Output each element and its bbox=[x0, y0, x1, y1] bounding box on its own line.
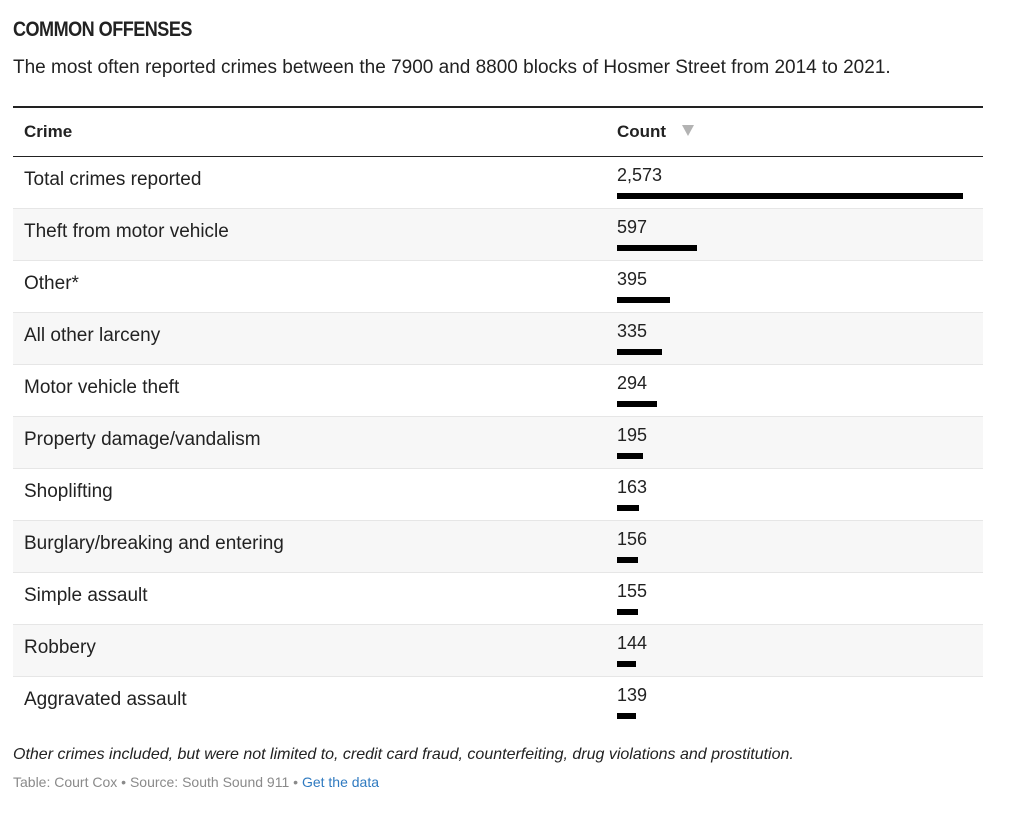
count-cell: 395 bbox=[617, 269, 977, 309]
column-header-crime[interactable]: Crime bbox=[24, 122, 73, 141]
count-value: 335 bbox=[617, 321, 648, 341]
table-row: Burglary/breaking and entering 156 bbox=[13, 521, 983, 573]
table-row: Motor vehicle theft 294 bbox=[13, 365, 983, 417]
count-cell: 2,573 bbox=[617, 165, 977, 205]
crime-label: Motor vehicle theft bbox=[24, 377, 180, 398]
count-cell: 597 bbox=[617, 217, 977, 257]
count-value: 395 bbox=[617, 269, 648, 289]
offenses-table: Crime Count Total crimes reported 2,573 Th… bbox=[13, 106, 983, 728]
count-bar bbox=[617, 401, 657, 407]
count-bar bbox=[617, 193, 963, 199]
count-value: 144 bbox=[617, 633, 648, 653]
count-bar bbox=[617, 661, 636, 667]
count-cell: 163 bbox=[617, 477, 977, 517]
table-row: All other larceny 335 bbox=[13, 313, 983, 365]
footnote: Other crimes included, but were not limi… bbox=[13, 746, 794, 763]
count-cell: 139 bbox=[617, 685, 977, 725]
table-row: Robbery 144 bbox=[13, 625, 983, 677]
count-value: 195 bbox=[617, 425, 648, 445]
crime-label: Other* bbox=[24, 273, 79, 294]
count-bar bbox=[617, 505, 639, 511]
count-bar bbox=[617, 557, 638, 563]
crime-label: Property damage/vandalism bbox=[24, 429, 261, 450]
crime-label: Shoplifting bbox=[24, 481, 113, 502]
chart-kicker-title: COMMON OFFENSES bbox=[13, 18, 192, 41]
count-value: 163 bbox=[617, 477, 648, 497]
count-cell: 335 bbox=[617, 321, 977, 361]
crime-label: Total crimes reported bbox=[24, 169, 202, 190]
count-value: 155 bbox=[617, 581, 648, 601]
table-row: Property damage/vandalism 195 bbox=[13, 417, 983, 469]
count-cell: 155 bbox=[617, 581, 977, 621]
crime-label: All other larceny bbox=[24, 325, 161, 346]
crime-label: Theft from motor vehicle bbox=[24, 221, 229, 242]
crime-label: Robbery bbox=[24, 637, 96, 658]
count-bar bbox=[617, 297, 670, 303]
count-value: 156 bbox=[617, 529, 648, 549]
table-body: Total crimes reported 2,573 Theft from mot… bbox=[13, 157, 983, 728]
chart-subtitle: The most often reported crimes between t… bbox=[13, 57, 891, 78]
crime-label: Burglary/breaking and entering bbox=[24, 533, 284, 554]
count-bar bbox=[617, 349, 662, 355]
crime-label: Aggravated assault bbox=[24, 689, 187, 710]
table-row: Total crimes reported 2,573 bbox=[13, 157, 983, 209]
column-header-count[interactable]: Count bbox=[617, 122, 667, 141]
count-bar bbox=[617, 609, 638, 615]
crime-label: Simple assault bbox=[24, 585, 148, 606]
count-cell: 294 bbox=[617, 373, 977, 413]
credit-text: Table: Court Cox • Source: South Sound 9… bbox=[13, 774, 302, 790]
table-header: Crime Count bbox=[13, 108, 983, 157]
credit-line: Table: Court Cox • Source: South Sound 9… bbox=[13, 774, 379, 790]
table-row: Aggravated assault 139 bbox=[13, 677, 983, 728]
table-row: Theft from motor vehicle 597 bbox=[13, 209, 983, 261]
count-bar bbox=[617, 713, 636, 719]
count-bar bbox=[617, 245, 697, 251]
count-bar bbox=[617, 453, 643, 459]
count-value: 139 bbox=[617, 685, 648, 705]
count-cell: 156 bbox=[617, 529, 977, 569]
get-the-data-link[interactable]: Get the data bbox=[301, 774, 379, 790]
count-value: 597 bbox=[617, 217, 648, 237]
count-value: 2,573 bbox=[617, 165, 663, 185]
table-row: Other* 395 bbox=[13, 261, 983, 313]
table-row: Shoplifting 163 bbox=[13, 469, 983, 521]
table-row: Simple assault 155 bbox=[13, 573, 983, 625]
sort-descending-icon[interactable] bbox=[682, 125, 694, 136]
count-cell: 195 bbox=[617, 425, 977, 465]
count-cell: 144 bbox=[617, 633, 977, 673]
count-value: 294 bbox=[617, 373, 648, 393]
